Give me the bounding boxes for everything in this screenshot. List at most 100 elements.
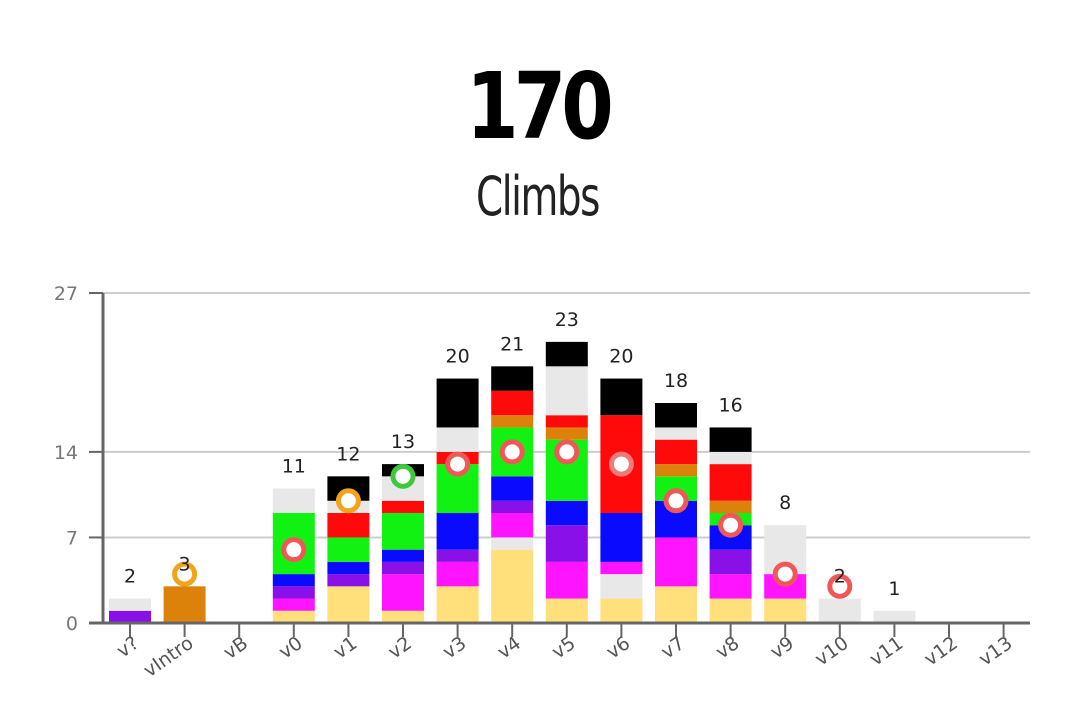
bar-segment bbox=[709, 427, 752, 452]
x-category-label: v13 bbox=[975, 632, 1017, 670]
bar-segment bbox=[436, 378, 479, 428]
bar-segment bbox=[545, 598, 588, 623]
bar-segment bbox=[873, 610, 916, 623]
bar-count-label: 2 bbox=[834, 566, 846, 588]
bar-segment bbox=[600, 598, 643, 623]
y-tick-label: 7 bbox=[66, 527, 78, 549]
bar-count-label: 16 bbox=[719, 394, 743, 416]
bar-segment bbox=[600, 513, 643, 562]
bar-segment bbox=[382, 549, 424, 562]
bar-segment bbox=[327, 586, 370, 623]
bar-count-label: 23 bbox=[555, 309, 579, 331]
axes: 0 7 14 27 bbox=[54, 283, 1030, 637]
bar-segment bbox=[163, 586, 206, 623]
bar-segment bbox=[491, 476, 534, 501]
average-marker bbox=[499, 439, 525, 465]
bar-count-label: 20 bbox=[609, 346, 633, 368]
bar-segment bbox=[382, 561, 424, 575]
bar-segment bbox=[382, 574, 424, 611]
bar-segment bbox=[491, 366, 534, 391]
climb-total-unit: Climbs bbox=[476, 165, 600, 228]
average-marker bbox=[554, 439, 580, 465]
x-category-label: v9 bbox=[766, 632, 798, 663]
x-category-label: vB bbox=[220, 632, 253, 664]
bar-segment bbox=[109, 598, 151, 611]
x-category-label: v2 bbox=[384, 632, 416, 663]
bar-segment bbox=[491, 415, 534, 428]
bar-segment bbox=[600, 378, 643, 416]
bar-segment bbox=[272, 488, 315, 513]
bar-segment bbox=[327, 513, 370, 538]
average-marker bbox=[663, 488, 689, 514]
bar-segment bbox=[436, 561, 479, 587]
average-marker bbox=[172, 561, 198, 587]
bar-segment bbox=[436, 549, 479, 562]
bar-segment bbox=[709, 574, 752, 599]
bar-segment bbox=[600, 574, 643, 599]
average-marker bbox=[335, 488, 361, 514]
average-marker bbox=[445, 451, 471, 477]
bar-segment bbox=[327, 561, 370, 575]
bar-count-label: 12 bbox=[336, 443, 360, 465]
bar-count-label: 1 bbox=[888, 578, 900, 600]
bar-segment bbox=[436, 513, 479, 550]
bar-segment bbox=[655, 427, 697, 440]
x-category-label: v12 bbox=[920, 632, 962, 670]
bar-segment bbox=[491, 513, 534, 538]
bar-segment bbox=[545, 525, 588, 562]
bar-segment bbox=[491, 537, 534, 550]
bar-segment bbox=[655, 537, 697, 587]
bar-segment bbox=[545, 427, 588, 440]
bar-segment bbox=[545, 561, 588, 599]
bar-segment bbox=[600, 561, 643, 575]
bar-segment bbox=[545, 415, 588, 428]
bar-segment bbox=[382, 610, 424, 623]
bar-segment bbox=[272, 598, 315, 611]
average-marker bbox=[772, 561, 798, 587]
x-category-label: v11 bbox=[866, 632, 908, 670]
bar-segment bbox=[655, 464, 697, 477]
x-category-label: v10 bbox=[811, 632, 853, 670]
bar-segment bbox=[491, 549, 534, 623]
bar-segment bbox=[272, 586, 315, 599]
bar-segment bbox=[109, 610, 151, 623]
bar-segment bbox=[327, 574, 370, 587]
average-markers bbox=[172, 439, 853, 599]
y-tick-label: 27 bbox=[54, 283, 78, 305]
average-marker bbox=[827, 573, 853, 599]
bar-segment bbox=[818, 598, 861, 623]
bar-segment bbox=[709, 598, 752, 623]
x-category-label: v0 bbox=[275, 632, 307, 663]
average-marker bbox=[718, 512, 744, 538]
bar-segment bbox=[709, 464, 752, 501]
bar-segment bbox=[545, 366, 588, 416]
bar-segment bbox=[709, 500, 752, 513]
bar-count-label: 3 bbox=[179, 553, 191, 575]
x-category-label: v6 bbox=[603, 632, 635, 663]
bar-count-label: 18 bbox=[664, 370, 688, 392]
y-tick-label: 14 bbox=[54, 442, 78, 464]
bar-segment bbox=[655, 403, 697, 428]
bar-count-label: 20 bbox=[446, 346, 470, 368]
average-marker bbox=[281, 537, 307, 563]
bar-segment bbox=[655, 586, 697, 623]
bar-segment bbox=[491, 500, 534, 513]
bar-count-label: 11 bbox=[282, 456, 306, 478]
bar-count-label: 8 bbox=[779, 492, 791, 514]
average-marker bbox=[390, 463, 416, 489]
x-category-label: v5 bbox=[548, 632, 580, 663]
bar-segment bbox=[709, 451, 752, 465]
bar-segment bbox=[272, 610, 315, 623]
bar-segment bbox=[436, 427, 479, 452]
bar-count-label: 13 bbox=[391, 431, 415, 453]
bar-segment bbox=[545, 500, 588, 526]
bar-segment bbox=[545, 341, 588, 367]
bar-segment bbox=[709, 549, 752, 575]
bar-segment bbox=[764, 598, 807, 623]
x-category-label: v? bbox=[113, 632, 143, 662]
bar-count-label: 2 bbox=[124, 566, 136, 588]
bar-segment bbox=[327, 537, 370, 562]
bar-segment bbox=[272, 574, 315, 587]
